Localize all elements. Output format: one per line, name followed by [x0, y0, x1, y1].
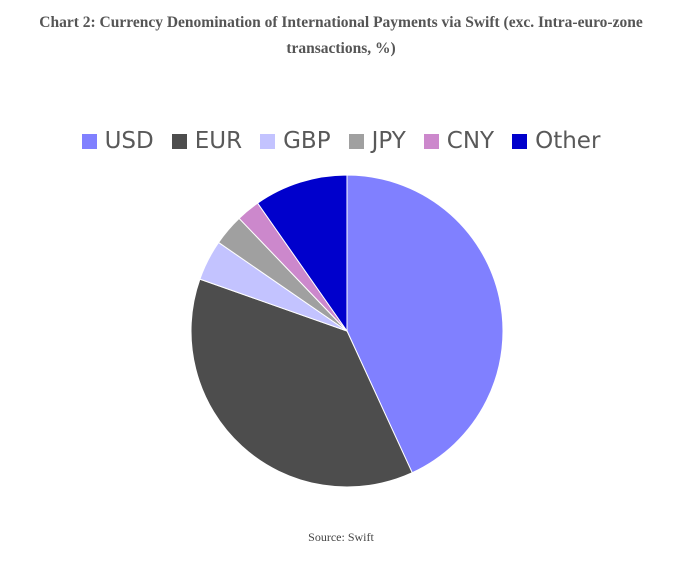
legend-label: JPY	[371, 128, 406, 154]
legend-item-usd: USD	[81, 128, 154, 154]
legend-swatch	[423, 133, 439, 149]
legend-item-eur: EUR	[171, 128, 243, 154]
legend-swatch	[348, 133, 364, 149]
legend-item-jpy: JPY	[348, 128, 406, 154]
legend-item-cny: CNY	[423, 128, 495, 154]
chart-source: Source: Swift	[308, 530, 374, 544]
legend-item-gbp: GBP	[260, 128, 331, 154]
legend-item-other: Other	[512, 128, 600, 154]
legend-swatch	[171, 133, 187, 149]
legend-label: CNY	[446, 128, 495, 154]
chart-legend: USD EUR GBP JPY CNY Other	[0, 128, 682, 155]
legend-label: EUR	[194, 128, 243, 154]
pie-slice-eur	[190, 278, 413, 488]
legend-swatch	[260, 133, 276, 149]
legend-label: GBP	[283, 128, 331, 154]
legend-label: Other	[535, 128, 601, 154]
legend-swatch	[81, 133, 97, 149]
legend-label: USD	[104, 128, 154, 154]
legend-swatch	[512, 133, 528, 149]
chart-title: Chart 2: Currency Denomination of Intern…	[39, 14, 643, 57]
pie-slice-other	[256, 174, 348, 333]
pie-slice-usd	[346, 174, 504, 474]
